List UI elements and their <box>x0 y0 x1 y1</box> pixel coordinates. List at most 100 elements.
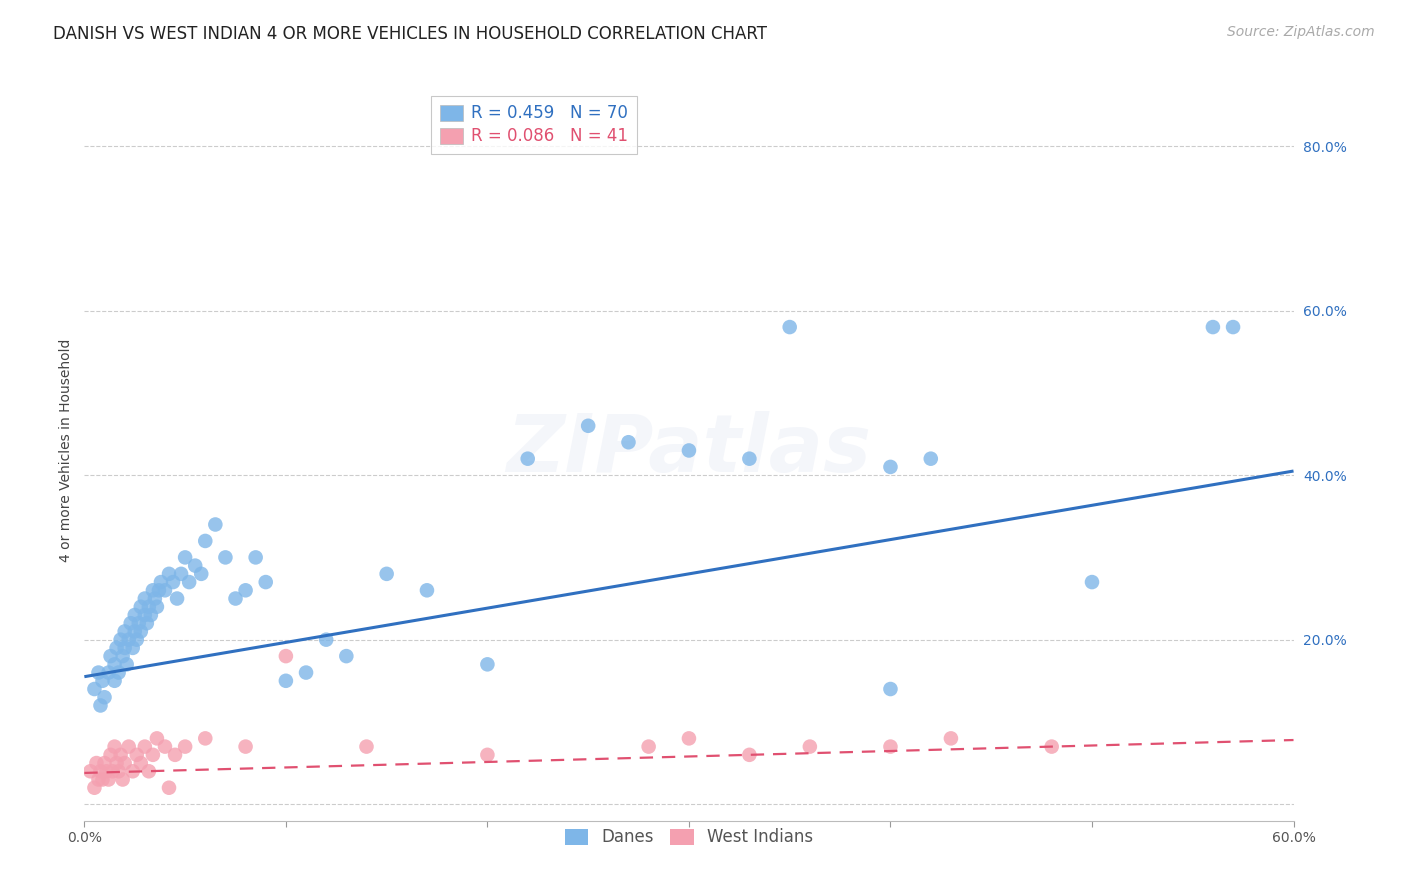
Point <box>93 756 115 770</box>
Point <box>143 591 166 606</box>
Point <box>375 566 398 581</box>
Point <box>115 657 138 672</box>
Point <box>120 616 142 631</box>
Point <box>153 739 176 754</box>
Point <box>879 739 901 754</box>
Point <box>138 764 160 779</box>
Point <box>97 665 120 680</box>
Point <box>516 451 538 466</box>
Point <box>86 756 108 770</box>
Point <box>125 632 148 647</box>
Point <box>101 764 124 779</box>
Point <box>128 616 150 631</box>
Point <box>637 739 659 754</box>
Point <box>879 459 901 474</box>
Point <box>129 756 152 770</box>
Point <box>97 772 120 787</box>
Text: DANISH VS WEST INDIAN 4 OR MORE VEHICLES IN HOUSEHOLD CORRELATION CHART: DANISH VS WEST INDIAN 4 OR MORE VEHICLES… <box>53 25 768 43</box>
Legend: Danes, West Indians: Danes, West Indians <box>558 822 820 853</box>
Point <box>87 665 110 680</box>
Point <box>107 764 129 779</box>
Point <box>879 681 901 696</box>
Point <box>799 739 821 754</box>
Point <box>83 681 105 696</box>
Point <box>110 747 132 762</box>
Point <box>162 575 184 590</box>
Y-axis label: 4 or more Vehicles in Household: 4 or more Vehicles in Household <box>59 339 73 562</box>
Text: Source: ZipAtlas.com: Source: ZipAtlas.com <box>1227 25 1375 39</box>
Point <box>91 772 114 787</box>
Point <box>125 747 148 762</box>
Point <box>194 731 217 746</box>
Point <box>91 673 114 688</box>
Point <box>111 649 134 664</box>
Point <box>79 764 101 779</box>
Point <box>134 607 156 622</box>
Point <box>104 739 127 754</box>
Point <box>617 435 640 450</box>
Point <box>576 418 599 433</box>
Point <box>184 558 207 573</box>
Point <box>121 640 143 655</box>
Point <box>118 632 141 647</box>
Point <box>134 591 156 606</box>
Point <box>142 747 165 762</box>
Point <box>174 739 197 754</box>
Point <box>104 673 127 688</box>
Point <box>315 632 337 647</box>
Point <box>114 640 136 655</box>
Point <box>295 665 318 680</box>
Point <box>416 583 439 598</box>
Point <box>96 764 118 779</box>
Point <box>1081 575 1104 590</box>
Point <box>153 583 176 598</box>
Point <box>477 747 499 762</box>
Point <box>1202 320 1225 334</box>
Point <box>107 665 129 680</box>
Point <box>146 599 169 614</box>
Point <box>477 657 499 672</box>
Point <box>129 599 152 614</box>
Point <box>100 649 122 664</box>
Point <box>939 731 962 746</box>
Point <box>114 756 136 770</box>
Point <box>121 764 143 779</box>
Point <box>194 533 217 548</box>
Point <box>165 747 187 762</box>
Point <box>148 583 170 598</box>
Point <box>149 575 172 590</box>
Point <box>114 624 136 639</box>
Point <box>235 739 257 754</box>
Point <box>245 550 267 565</box>
Point <box>93 690 115 705</box>
Point <box>274 649 297 664</box>
Point <box>274 673 297 688</box>
Point <box>83 780 105 795</box>
Point <box>335 649 357 664</box>
Point <box>89 698 111 713</box>
Point <box>100 747 122 762</box>
Point <box>166 591 188 606</box>
Point <box>1222 320 1244 334</box>
Point <box>118 739 141 754</box>
Point <box>157 780 180 795</box>
Point <box>738 451 761 466</box>
Point <box>105 756 128 770</box>
Point <box>138 599 160 614</box>
Point <box>190 566 212 581</box>
Point <box>678 443 700 458</box>
Point <box>87 772 110 787</box>
Point <box>204 517 226 532</box>
Point <box>110 632 132 647</box>
Point <box>134 739 156 754</box>
Point <box>157 566 180 581</box>
Point <box>142 583 165 598</box>
Point <box>124 607 146 622</box>
Point <box>779 320 801 334</box>
Point <box>129 624 152 639</box>
Point <box>124 624 146 639</box>
Point <box>214 550 236 565</box>
Point <box>174 550 197 565</box>
Point <box>170 566 193 581</box>
Text: ZIPatlas: ZIPatlas <box>506 411 872 490</box>
